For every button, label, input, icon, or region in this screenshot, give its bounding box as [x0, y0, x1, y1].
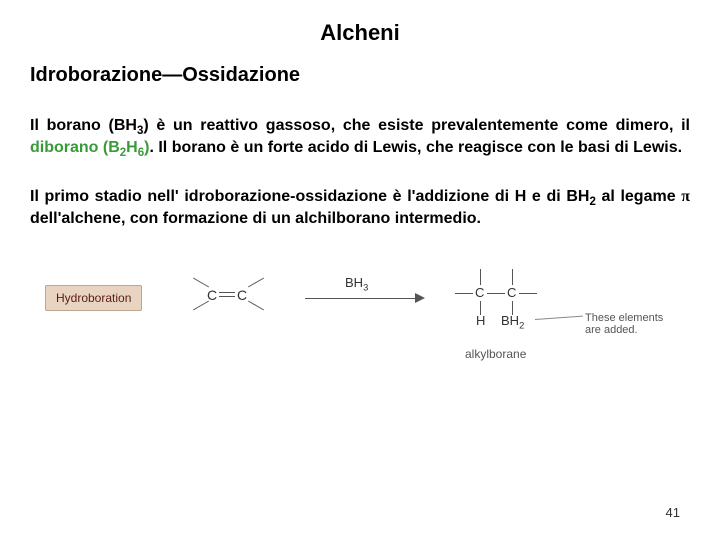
prod-bh2: BH2: [501, 313, 524, 328]
subtitle-dash: —: [162, 64, 182, 86]
prod-c1: C: [475, 285, 484, 300]
p1-text-2: ) è un reattivo gassoso, che esiste prev…: [143, 117, 690, 134]
p2-text-1: Il primo stadio nell' idroborazione-ossi…: [30, 188, 589, 205]
p1-green-mid: H: [126, 139, 138, 156]
reagent-bh3: BH3: [345, 275, 368, 290]
p1-green-pre: diborano (B: [30, 139, 120, 156]
p1-text-1: Il borano (BH: [30, 117, 137, 134]
bh3-text: BH: [345, 275, 363, 290]
hydroboration-label: Hydroboration: [45, 285, 142, 311]
arrow-line: [305, 298, 415, 299]
bond-ul: [193, 278, 209, 288]
p2-text-3: dell'alchene, con formazione di un alchi…: [30, 210, 481, 227]
prod-bond-mid: [487, 293, 505, 294]
bond-ll: [193, 301, 209, 311]
subtitle-post: Ossidazione: [182, 64, 300, 86]
reaction-arrow: [305, 292, 425, 306]
prod-c2: C: [507, 285, 516, 300]
reaction-diagram: Hydroboration C C BH3 C: [45, 257, 675, 387]
prod-bh2-text: BH: [501, 313, 519, 328]
double-bond-bottom: [219, 296, 235, 297]
prod-h: H: [476, 313, 485, 328]
p2-text-2: al legame: [596, 188, 681, 205]
subtitle-pre: Idroborazione: [30, 64, 162, 86]
carbon-2: C: [237, 287, 247, 303]
bond-lr: [248, 301, 264, 311]
bond-ur: [248, 278, 264, 288]
prod-bond-right: [519, 293, 537, 294]
product-caption: alkylborane: [465, 347, 526, 361]
added-elements-note: These elements are added.: [585, 312, 675, 336]
double-bond-top: [219, 292, 235, 293]
prod-up2: [512, 269, 513, 285]
paragraph-2: Il primo stadio nell' idroborazione-ossi…: [30, 186, 690, 229]
page-title: Alcheni: [30, 20, 690, 46]
paragraph-1: Il borano (BH3) è un reattivo gassoso, c…: [30, 115, 690, 158]
subtitle: Idroborazione—Ossidazione: [30, 64, 690, 87]
p1-green: diborano (B2H6): [30, 139, 149, 156]
reactant-alkene: C C: [175, 257, 275, 337]
prod-bond-left: [455, 293, 473, 294]
prod-up1: [480, 269, 481, 285]
prod-bh2-sub: 2: [519, 321, 524, 331]
page-number: 41: [666, 505, 680, 520]
pi-symbol: π: [681, 188, 690, 205]
arrow-head-icon: [415, 293, 425, 303]
p1-text-3: . Il borano è un forte acido di Lewis, c…: [149, 139, 682, 156]
product-alkylborane: C C H BH2: [445, 257, 575, 357]
